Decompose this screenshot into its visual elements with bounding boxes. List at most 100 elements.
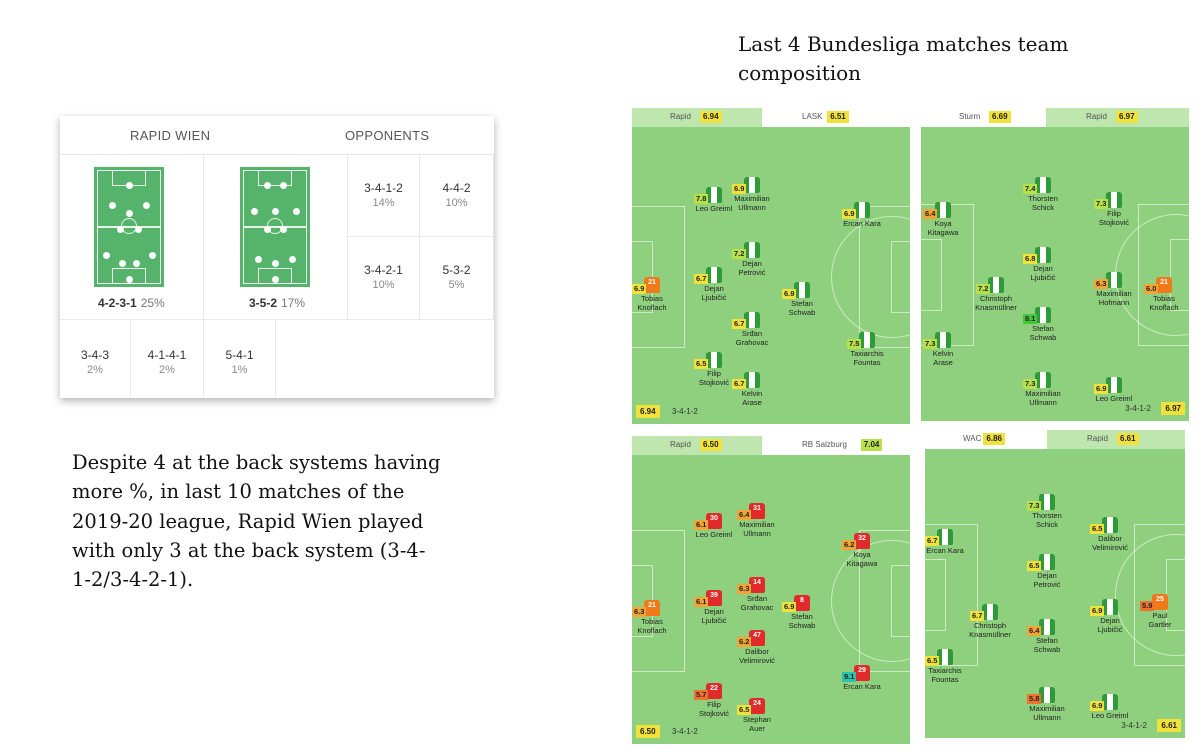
player-name: Dalibor (1098, 534, 1122, 543)
player[interactable]: 6.7 Ercan Kara (925, 529, 980, 555)
formation-option[interactable]: 4-1-4-1 2% (131, 320, 204, 398)
player[interactable]: 21 6.3 Tobias Knoflach (632, 600, 687, 635)
player[interactable]: 21 6.0 Tobias Knoflach (1129, 277, 1189, 312)
formation-option-main-1[interactable]: 4-2-3-1 25% (60, 155, 204, 320)
player-name: Dejan (1037, 571, 1057, 580)
player[interactable]: 6.9 Ercan Kara (827, 202, 897, 228)
player[interactable]: 7.3 Filip Stojković (1079, 192, 1149, 227)
player[interactable]: 7.4 Thorsten Schick (1008, 177, 1078, 212)
away-team-name: Rapid (1087, 434, 1108, 443)
team-formation-label: 3-4-1-2 (1125, 404, 1151, 413)
player[interactable]: 6.4 Stefan Schwab (1012, 619, 1082, 654)
player[interactable]: 6.5 Dalibor Velimirović (1075, 517, 1145, 552)
caption-text: Despite 4 at the back systems having mor… (72, 448, 492, 594)
jersey-icon (1035, 307, 1051, 323)
player-name: Ljubičić (1030, 273, 1056, 282)
player[interactable]: 14 6.3 Srđan Grahovac (722, 577, 792, 612)
jersey-icon (1039, 554, 1055, 570)
player[interactable]: 6.9 Dejan Ljubičić (1075, 599, 1145, 634)
player[interactable]: 6.7 Christoph Knasmüllner (955, 604, 1025, 639)
formation-pct: 10% (372, 279, 395, 291)
player[interactable]: 7.5 Taxiarchis Fountas (832, 332, 902, 367)
player[interactable]: 21 6.9 Tobias Knoflach (632, 277, 687, 312)
player-dot (125, 181, 133, 189)
player-rating: 6.3 (1094, 279, 1109, 289)
player[interactable]: 32 6.2 Koya Kitagawa (827, 533, 897, 568)
player[interactable]: 6.9 Leo Greiml (1079, 377, 1149, 403)
player[interactable]: 39 6.1 Dejan Ljubičić (679, 590, 749, 625)
player[interactable]: 7.8 Leo Greiml (679, 187, 749, 213)
player[interactable]: 6.7 Dejan Ljubičić (679, 267, 749, 302)
player-dot (263, 181, 271, 189)
player[interactable]: 6.4 Koya Kitagawa (921, 202, 978, 237)
player-dot (279, 181, 287, 189)
jersey-number: 14 (753, 579, 761, 586)
player[interactable]: 6.9 Stefan Schwab (767, 282, 837, 317)
formation-option[interactable]: 3-4-2-1 10% (348, 237, 420, 320)
player-dot (250, 207, 258, 215)
player-rating: 6.1 (694, 520, 709, 530)
player[interactable]: 7.3 Kelvin Arase (921, 332, 978, 367)
caption-line: 1-2/3-4-2-1). (72, 568, 194, 591)
player[interactable]: 22 5.7 Filip Stojković (679, 683, 749, 718)
player[interactable]: 47 6.2 Dalibor Velimirović (722, 630, 792, 665)
player[interactable]: 6.8 Dejan Ljubičić (1008, 247, 1078, 282)
player[interactable]: 7.2 Christoph Knasmüllner (961, 277, 1031, 312)
player-rating: 7.3 (923, 339, 938, 349)
player-rating: 6.9 (782, 289, 797, 299)
player-name: Tobias (641, 294, 663, 303)
player[interactable]: 6.7 Srđan Grahovac (717, 312, 787, 347)
player-dot (125, 275, 133, 283)
player[interactable]: 31 6.4 Maximilian Ullmann (722, 503, 792, 538)
tab-opponents[interactable]: OPPONENTS (345, 128, 430, 143)
player-rating: 6.7 (732, 379, 747, 389)
formation-option[interactable]: 5-3-2 5% (420, 237, 494, 320)
jersey-icon (744, 177, 760, 193)
player[interactable]: 6.5 Taxiarchis Fountas (925, 649, 980, 684)
player-name: Leo Greiml (1095, 394, 1133, 403)
player[interactable]: 6.5 Filip Stojković (679, 352, 749, 387)
player-dot (132, 259, 140, 267)
player-name: Dejan (1100, 616, 1120, 625)
player-rating: 7.2 (732, 249, 747, 259)
pitch-line (925, 558, 946, 631)
player[interactable]: 24 6.5 Stephan Auer (722, 698, 792, 733)
formation-option[interactable]: 5-4-1 1% (204, 320, 276, 398)
formation-option[interactable]: 3-4-3 2% (60, 320, 131, 398)
jersey-icon (1102, 599, 1118, 615)
player[interactable]: 8.1 Stefan Schwab (1008, 307, 1078, 342)
jersey-icon (1106, 192, 1122, 208)
formation-option[interactable]: 3-4-1-2 14% (348, 155, 420, 237)
jersey-icon (1102, 694, 1118, 710)
player-rating: 6.3 (632, 607, 647, 617)
home-team-rating: 6.69 (989, 111, 1011, 123)
player[interactable]: 6.5 Dejan Petrović (1012, 554, 1082, 589)
player[interactable]: 7.3 Maximilian Ullmann (1008, 372, 1078, 407)
player[interactable]: 6.3 Maximilian Hofmann (1079, 272, 1149, 307)
player-name: Schwab (1029, 333, 1057, 342)
jersey-number: 39 (710, 592, 718, 599)
home-team-name: WAC (963, 434, 982, 443)
tab-rapid-wien[interactable]: RAPID WIEN (130, 128, 211, 143)
player[interactable]: 30 6.1 Leo Greiml (679, 513, 749, 539)
player[interactable]: 7.3 Thorsten Schick (1012, 494, 1082, 529)
player-rating: 7.3 (1094, 199, 1109, 209)
player-rating: 5.7 (694, 690, 709, 700)
player[interactable]: 8 6.9 Stefan Schwab (767, 595, 837, 630)
pitch-line (925, 523, 978, 666)
formation-option[interactable]: 4-4-2 10% (420, 155, 494, 237)
player[interactable]: 6.9 Maximilian Ullmann (717, 177, 787, 212)
player[interactable]: 25 5.9 Paul Gartler (1125, 594, 1185, 629)
player-name: Koya (853, 550, 871, 559)
player-name: Christoph (973, 621, 1007, 630)
match-header: Rapid 6.94 LASK 6.51 (632, 108, 910, 127)
player[interactable]: 6.7 Kelvin Arase (717, 372, 787, 407)
player[interactable]: 7.2 Dejan Petrović (717, 242, 787, 277)
player[interactable]: 6.9 Leo Greiml (1075, 694, 1145, 720)
formation-option-main-2[interactable]: 3-5-2 17% (204, 155, 348, 320)
player[interactable]: 29 9.1 Ercan Kara (827, 665, 897, 691)
player[interactable]: 5.8 Maximilian Ullmann (1012, 687, 1082, 722)
player-dot (148, 251, 156, 259)
formation-name: 4-4-2 (442, 181, 471, 195)
jersey-icon: 24 (749, 698, 765, 714)
